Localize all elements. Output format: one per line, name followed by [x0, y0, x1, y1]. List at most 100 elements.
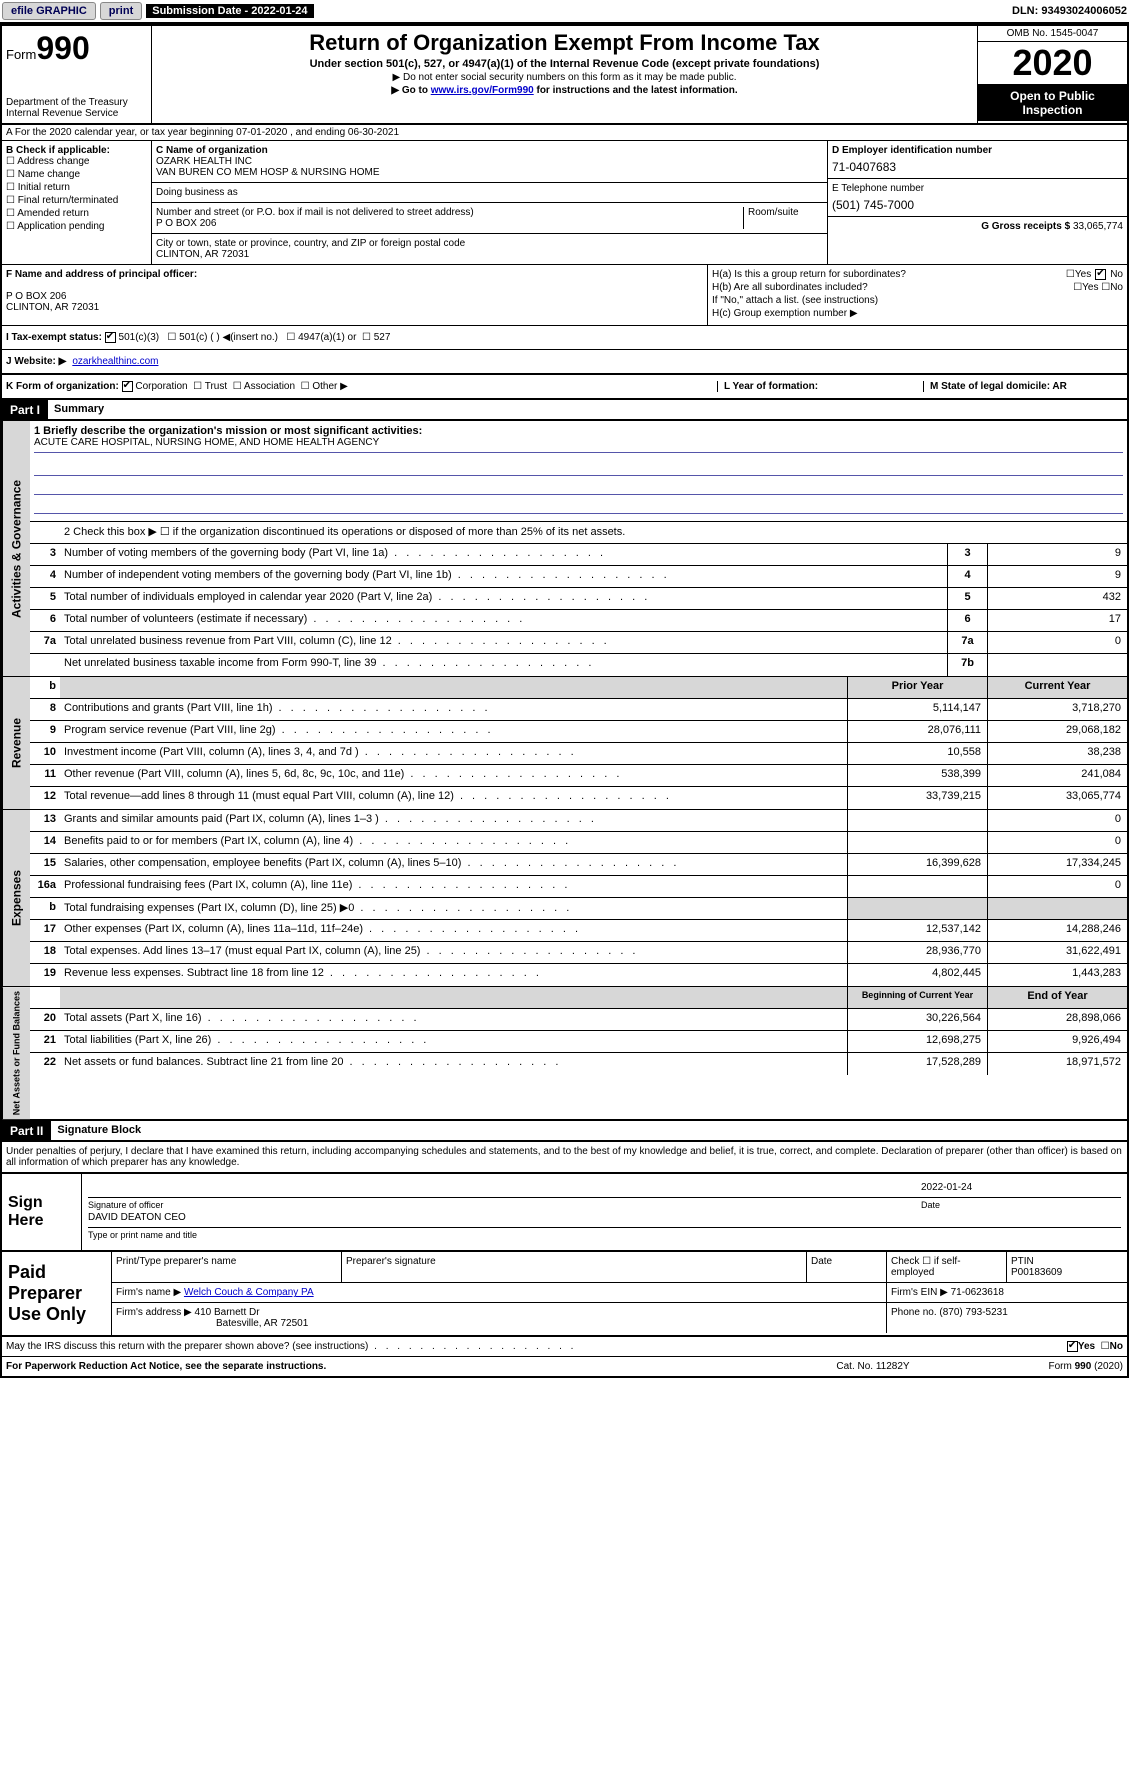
- name-title-label: Type or print name and title: [88, 1230, 1121, 1240]
- ein: 71-0407683: [832, 160, 1123, 174]
- head-prior: Prior Year: [847, 677, 987, 698]
- chk-name[interactable]: ☐ Name change: [6, 169, 147, 180]
- tab-revenue: Revenue: [2, 677, 30, 809]
- head-end: End of Year: [987, 987, 1127, 1008]
- part2-bar: Part II: [2, 1121, 51, 1141]
- form-subtitle: Under section 501(c), 527, or 4947(a)(1)…: [310, 58, 820, 70]
- f-label: F Name and address of principal officer:: [6, 269, 197, 280]
- officer-addr2: CLINTON, AR 72031: [6, 302, 99, 313]
- mission-label: 1 Briefly describe the organization's mi…: [34, 425, 422, 437]
- table-row: 5Total number of individuals employed in…: [30, 588, 1127, 610]
- b-label: B Check if applicable:: [6, 145, 110, 156]
- table-row: bTotal fundraising expenses (Part IX, co…: [30, 898, 1127, 920]
- chk-pending[interactable]: ☐ Application pending: [6, 221, 147, 232]
- table-row: 11Other revenue (Part VIII, column (A), …: [30, 765, 1127, 787]
- dept-treasury: Department of the Treasury Internal Reve…: [6, 97, 147, 119]
- form-number: 990: [36, 30, 89, 66]
- mission-lines: [34, 457, 1123, 517]
- date-label: Date: [921, 1200, 1121, 1210]
- part1-title: Summary: [48, 400, 1127, 420]
- tab-governance: Activities & Governance: [2, 421, 30, 676]
- prep-sig-h: Preparer's signature: [342, 1252, 807, 1282]
- sign-here-label: Sign Here: [2, 1174, 82, 1250]
- ha-no[interactable]: [1095, 269, 1106, 280]
- org-address: P O BOX 206: [156, 218, 216, 229]
- part2-title: Signature Block: [51, 1121, 1127, 1141]
- chk-501c3[interactable]: [105, 332, 116, 343]
- ssn-note: ▶ Do not enter social security numbers o…: [393, 72, 737, 83]
- efile-link[interactable]: efile GRAPHIC: [2, 2, 96, 20]
- table-row: 20Total assets (Part X, line 16) 30,226,…: [30, 1009, 1127, 1031]
- j-label: J Website: ▶: [6, 356, 66, 367]
- chk-address[interactable]: ☐ Address change: [6, 156, 147, 167]
- section-b: B Check if applicable: ☐ Address change …: [2, 141, 152, 264]
- chk-final[interactable]: ☐ Final return/terminated: [6, 195, 147, 206]
- table-row: 17Other expenses (Part IX, column (A), l…: [30, 920, 1127, 942]
- section-f: F Name and address of principal officer:…: [2, 265, 707, 325]
- form-label: Form: [6, 47, 36, 62]
- dba-label: Doing business as: [156, 187, 238, 198]
- l-label: L Year of formation:: [724, 381, 818, 392]
- table-row: 10Investment income (Part VIII, column (…: [30, 743, 1127, 765]
- omb-number: OMB No. 1545-0047: [978, 26, 1127, 42]
- i-label: I Tax-exempt status:: [6, 332, 102, 343]
- discuss-yes[interactable]: [1067, 1341, 1078, 1352]
- table-row: 16aProfessional fundraising fees (Part I…: [30, 876, 1127, 898]
- hc-label: H(c) Group exemption number ▶: [712, 308, 1123, 319]
- chk-corp[interactable]: [122, 381, 133, 392]
- dln: DLN: 93493024006052: [1012, 5, 1127, 17]
- part1-bar: Part I: [2, 400, 48, 420]
- tab-expenses: Expenses: [2, 810, 30, 986]
- head-current: Current Year: [987, 677, 1127, 698]
- website-link[interactable]: ozarkhealthinc.com: [72, 356, 158, 367]
- firm-ein: 71-0623618: [951, 1287, 1004, 1298]
- section-h: H(a) Is this a group return for subordin…: [707, 265, 1127, 325]
- header-right: OMB No. 1545-0047 2020 Open to Public In…: [977, 26, 1127, 123]
- org-name-1: OZARK HEALTH INC: [156, 156, 252, 167]
- table-row: 21Total liabilities (Part X, line 26) 12…: [30, 1031, 1127, 1053]
- hb-note: If "No," attach a list. (see instruction…: [712, 295, 1123, 306]
- org-city: CLINTON, AR 72031: [156, 249, 249, 260]
- table-row: 14Benefits paid to or for members (Part …: [30, 832, 1127, 854]
- d-label: D Employer identification number: [832, 145, 992, 156]
- officer-name: DAVID DEATON CEO: [88, 1212, 186, 1225]
- paid-preparer-label: Paid Preparer Use Only: [2, 1252, 112, 1335]
- phone: (501) 745-7000: [832, 198, 1123, 212]
- m-label: M State of legal domicile: AR: [930, 381, 1067, 392]
- table-row: 13Grants and similar amounts paid (Part …: [30, 810, 1127, 832]
- k-label: K Form of organization:: [6, 381, 119, 392]
- form-990: Form990 Department of the Treasury Inter…: [0, 24, 1129, 1378]
- e-label: E Telephone number: [832, 183, 924, 194]
- ha-label: H(a) Is this a group return for subordin…: [712, 269, 1062, 280]
- table-row: 7aTotal unrelated business revenue from …: [30, 632, 1127, 654]
- goto-note: ▶ Go to www.irs.gov/Form990 for instruct…: [391, 85, 737, 96]
- hb-label: H(b) Are all subordinates included?: [712, 282, 1069, 293]
- table-row: 8Contributions and grants (Part VIII, li…: [30, 699, 1127, 721]
- row-a-period: A For the 2020 calendar year, or tax yea…: [2, 125, 1127, 141]
- open-inspection: Open to Public Inspection: [978, 85, 1127, 121]
- form-title: Return of Organization Exempt From Incom…: [309, 30, 820, 56]
- table-row: 18Total expenses. Add lines 13–17 (must …: [30, 942, 1127, 964]
- firm-link[interactable]: Welch Couch & Company PA: [184, 1287, 314, 1298]
- table-row: 15Salaries, other compensation, employee…: [30, 854, 1127, 876]
- self-emp: Check ☐ if self-employed: [887, 1252, 1007, 1282]
- print-button[interactable]: print: [100, 2, 142, 20]
- org-name-2: VAN BUREN CO MEM HOSP & NURSING HOME: [156, 167, 380, 178]
- chk-amended[interactable]: ☐ Amended return: [6, 208, 147, 219]
- section-c: C Name of organization OZARK HEALTH INC …: [152, 141, 827, 264]
- chk-initial[interactable]: ☐ Initial return: [6, 182, 147, 193]
- irs-link[interactable]: www.irs.gov/Form990: [431, 85, 534, 96]
- line2: 2 Check this box ▶ ☐ if the organization…: [30, 522, 1127, 543]
- table-row: Net unrelated business taxable income fr…: [30, 654, 1127, 676]
- submission-date: Submission Date - 2022-01-24: [146, 4, 313, 18]
- section-de: D Employer identification number 71-0407…: [827, 141, 1127, 264]
- table-row: 3Number of voting members of the governi…: [30, 544, 1127, 566]
- city-label: City or town, state or province, country…: [156, 238, 465, 249]
- table-row: 6Total number of volunteers (estimate if…: [30, 610, 1127, 632]
- prep-date-h: Date: [807, 1252, 887, 1282]
- table-row: 22Net assets or fund balances. Subtract …: [30, 1053, 1127, 1075]
- discuss-q: May the IRS discuss this return with the…: [6, 1341, 1067, 1352]
- g-label: G Gross receipts $: [981, 221, 1070, 232]
- form-id-block: Form990 Department of the Treasury Inter…: [2, 26, 152, 123]
- tab-netassets: Net Assets or Fund Balances: [2, 987, 30, 1119]
